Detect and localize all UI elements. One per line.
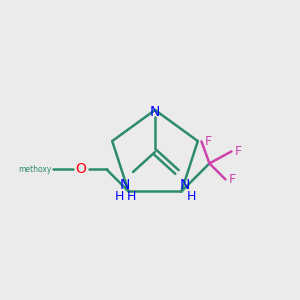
- Text: F: F: [205, 135, 212, 148]
- Text: N: N: [180, 178, 190, 192]
- Text: H: H: [186, 190, 196, 202]
- Text: O: O: [75, 162, 86, 176]
- Text: H: H: [114, 190, 124, 202]
- Text: N: N: [150, 105, 160, 119]
- Text: N: N: [120, 178, 130, 192]
- Text: F: F: [235, 145, 242, 158]
- Text: methoxy: methoxy: [18, 165, 51, 174]
- Text: F: F: [229, 173, 236, 186]
- Text: H: H: [126, 190, 136, 202]
